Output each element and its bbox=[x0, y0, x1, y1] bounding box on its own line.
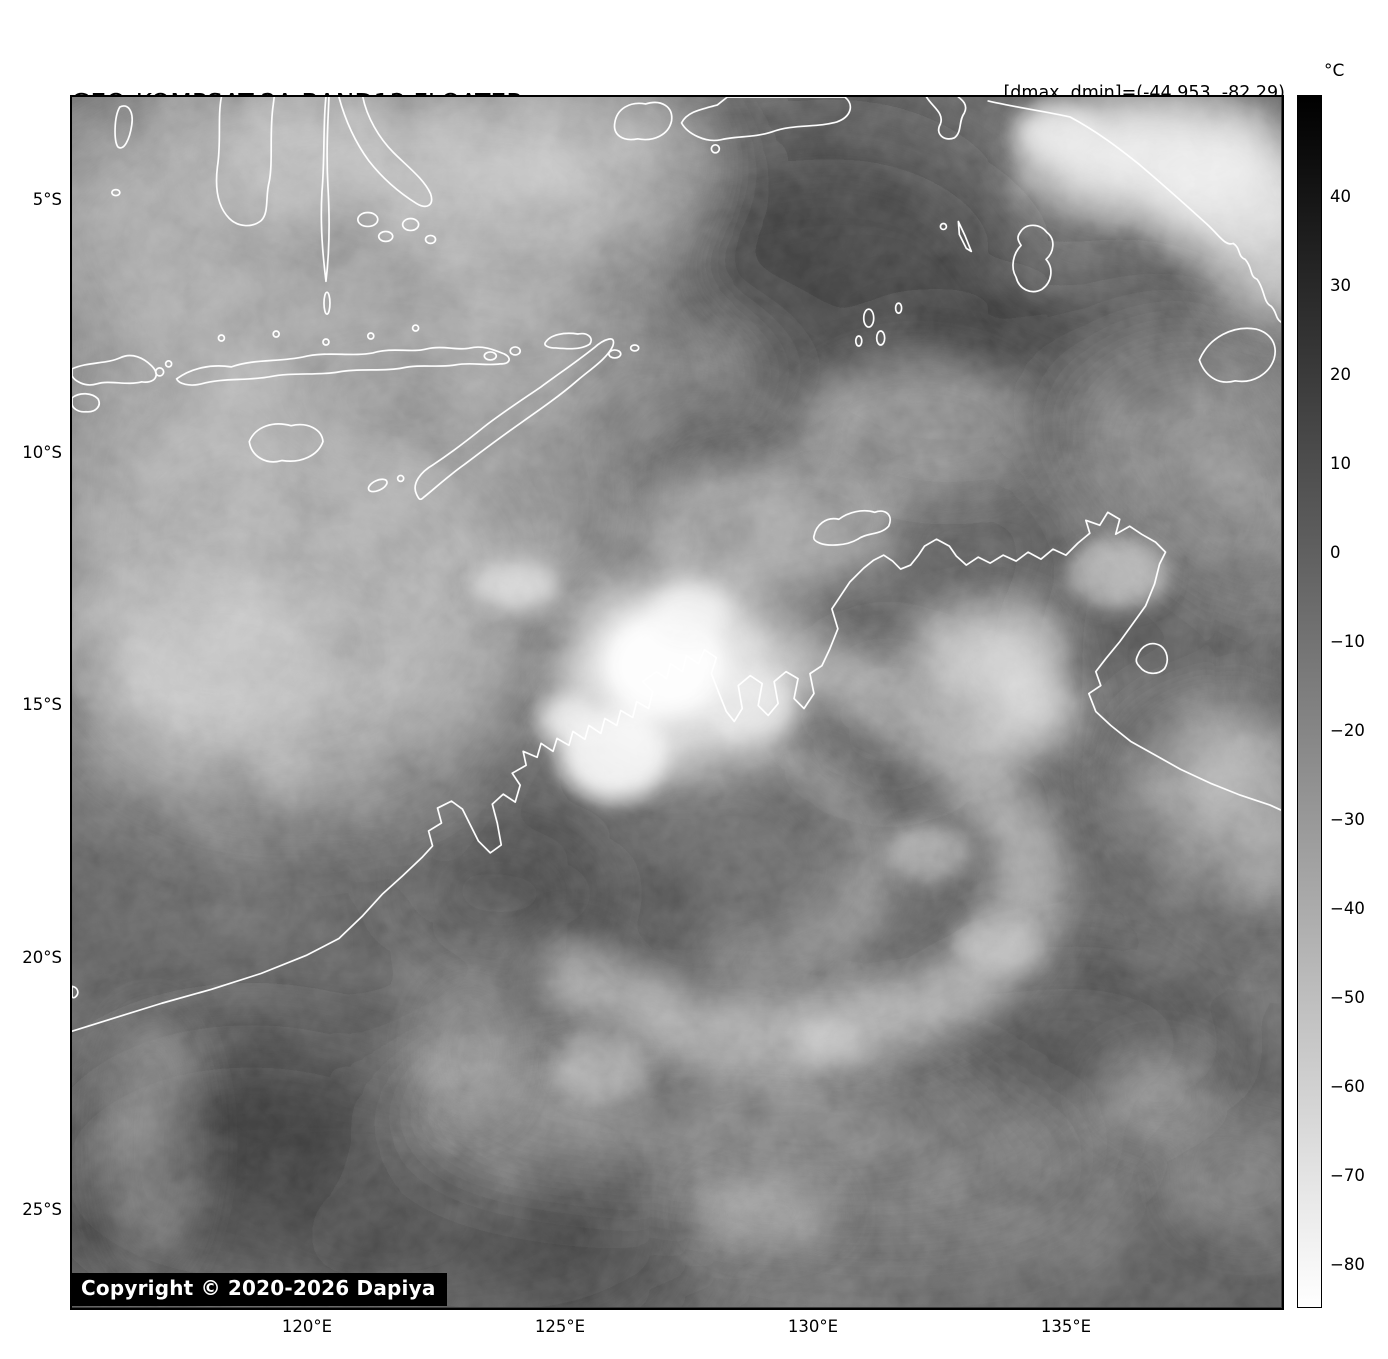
cloud-texture-fine bbox=[72, 97, 1281, 1307]
lon-tick-label: 130°E bbox=[787, 1317, 839, 1336]
colorbar-tick-label: 10 bbox=[1330, 454, 1351, 474]
coastline-kai-aru-islands bbox=[854, 302, 903, 347]
colorbar-tick-label: 20 bbox=[1330, 365, 1351, 385]
lat-tick-label: 25°S bbox=[22, 1200, 62, 1219]
coastline-bomberai bbox=[925, 97, 967, 140]
lat-tick-label: 20°S bbox=[22, 947, 62, 967]
colorbar-tick-label: −10 bbox=[1330, 632, 1365, 652]
lon-tick-label: 125°E bbox=[534, 1317, 586, 1336]
satellite-ir-rendering bbox=[72, 97, 1281, 1307]
coastline-selayar bbox=[323, 291, 331, 315]
coastline-seram bbox=[680, 97, 852, 142]
coastline-left-edge-islet bbox=[72, 392, 100, 413]
coastline-wetar bbox=[544, 332, 592, 350]
coastline-timor bbox=[414, 338, 615, 501]
coastline-island-west bbox=[114, 105, 133, 149]
coastline-sulawesi-sw bbox=[215, 97, 276, 227]
colorbar-gradient bbox=[1298, 96, 1321, 1307]
coastline-islet bbox=[110, 188, 121, 197]
coastline-sulawesi-east bbox=[338, 97, 433, 208]
colorbar bbox=[1297, 95, 1322, 1308]
copyright-badge: Copyright © 2020-2026 Dapiya bbox=[72, 1273, 447, 1306]
coastline-misool-loop bbox=[1012, 224, 1054, 293]
coastline-new-guinea bbox=[987, 100, 1281, 323]
coastline-sulawesi-se bbox=[320, 97, 330, 283]
coastline-banggai-islands bbox=[356, 211, 437, 245]
colorbar-tick-label: 30 bbox=[1330, 276, 1351, 296]
coastline-small-slivers bbox=[957, 220, 973, 253]
coastline-rote bbox=[367, 478, 388, 493]
colorbar-tick-label: −80 bbox=[1330, 1255, 1365, 1275]
colorbar-unit-label: °C bbox=[1324, 61, 1345, 81]
colorbar-tick-label: −70 bbox=[1330, 1166, 1365, 1186]
lon-tick-label: 120°E bbox=[281, 1317, 333, 1336]
coastline-small-sunda-islets bbox=[154, 324, 640, 377]
colorbar-tick-label: −50 bbox=[1330, 988, 1365, 1008]
colorbar-tick-label: −60 bbox=[1330, 1077, 1365, 1097]
colorbar-tick-label: 0 bbox=[1330, 543, 1341, 563]
coastline-sumbawa-east bbox=[72, 354, 157, 386]
coastline-ambon bbox=[710, 143, 721, 154]
coastline-buru bbox=[613, 101, 673, 141]
coastline-groote-eylandt bbox=[1135, 642, 1169, 675]
lat-tick-label: 5°S bbox=[32, 190, 62, 209]
lon-tick-label: 135°E bbox=[1040, 1317, 1092, 1336]
colorbar-tick-label: −30 bbox=[1330, 810, 1365, 830]
colorbar-tick-label: −40 bbox=[1330, 899, 1365, 919]
colorbar-tick-label: 40 bbox=[1330, 187, 1351, 207]
lat-tick-label: 10°S bbox=[22, 442, 62, 462]
coastlines bbox=[72, 97, 1281, 1032]
coastline-dolak bbox=[1198, 327, 1276, 383]
coastline-tiwi-islands bbox=[812, 509, 891, 546]
coastline-left-edge-islet2 bbox=[72, 985, 79, 999]
coastline-semau bbox=[396, 474, 405, 483]
coastline-flores bbox=[175, 346, 510, 386]
colorbar-tick-label: −20 bbox=[1330, 721, 1365, 741]
satellite-map-image: Copyright © 2020-2026 Dapiya bbox=[70, 95, 1284, 1310]
lat-tick-label: 15°S bbox=[22, 695, 62, 714]
coastline-sumba bbox=[248, 423, 324, 463]
coastline-australia bbox=[72, 511, 1281, 1032]
